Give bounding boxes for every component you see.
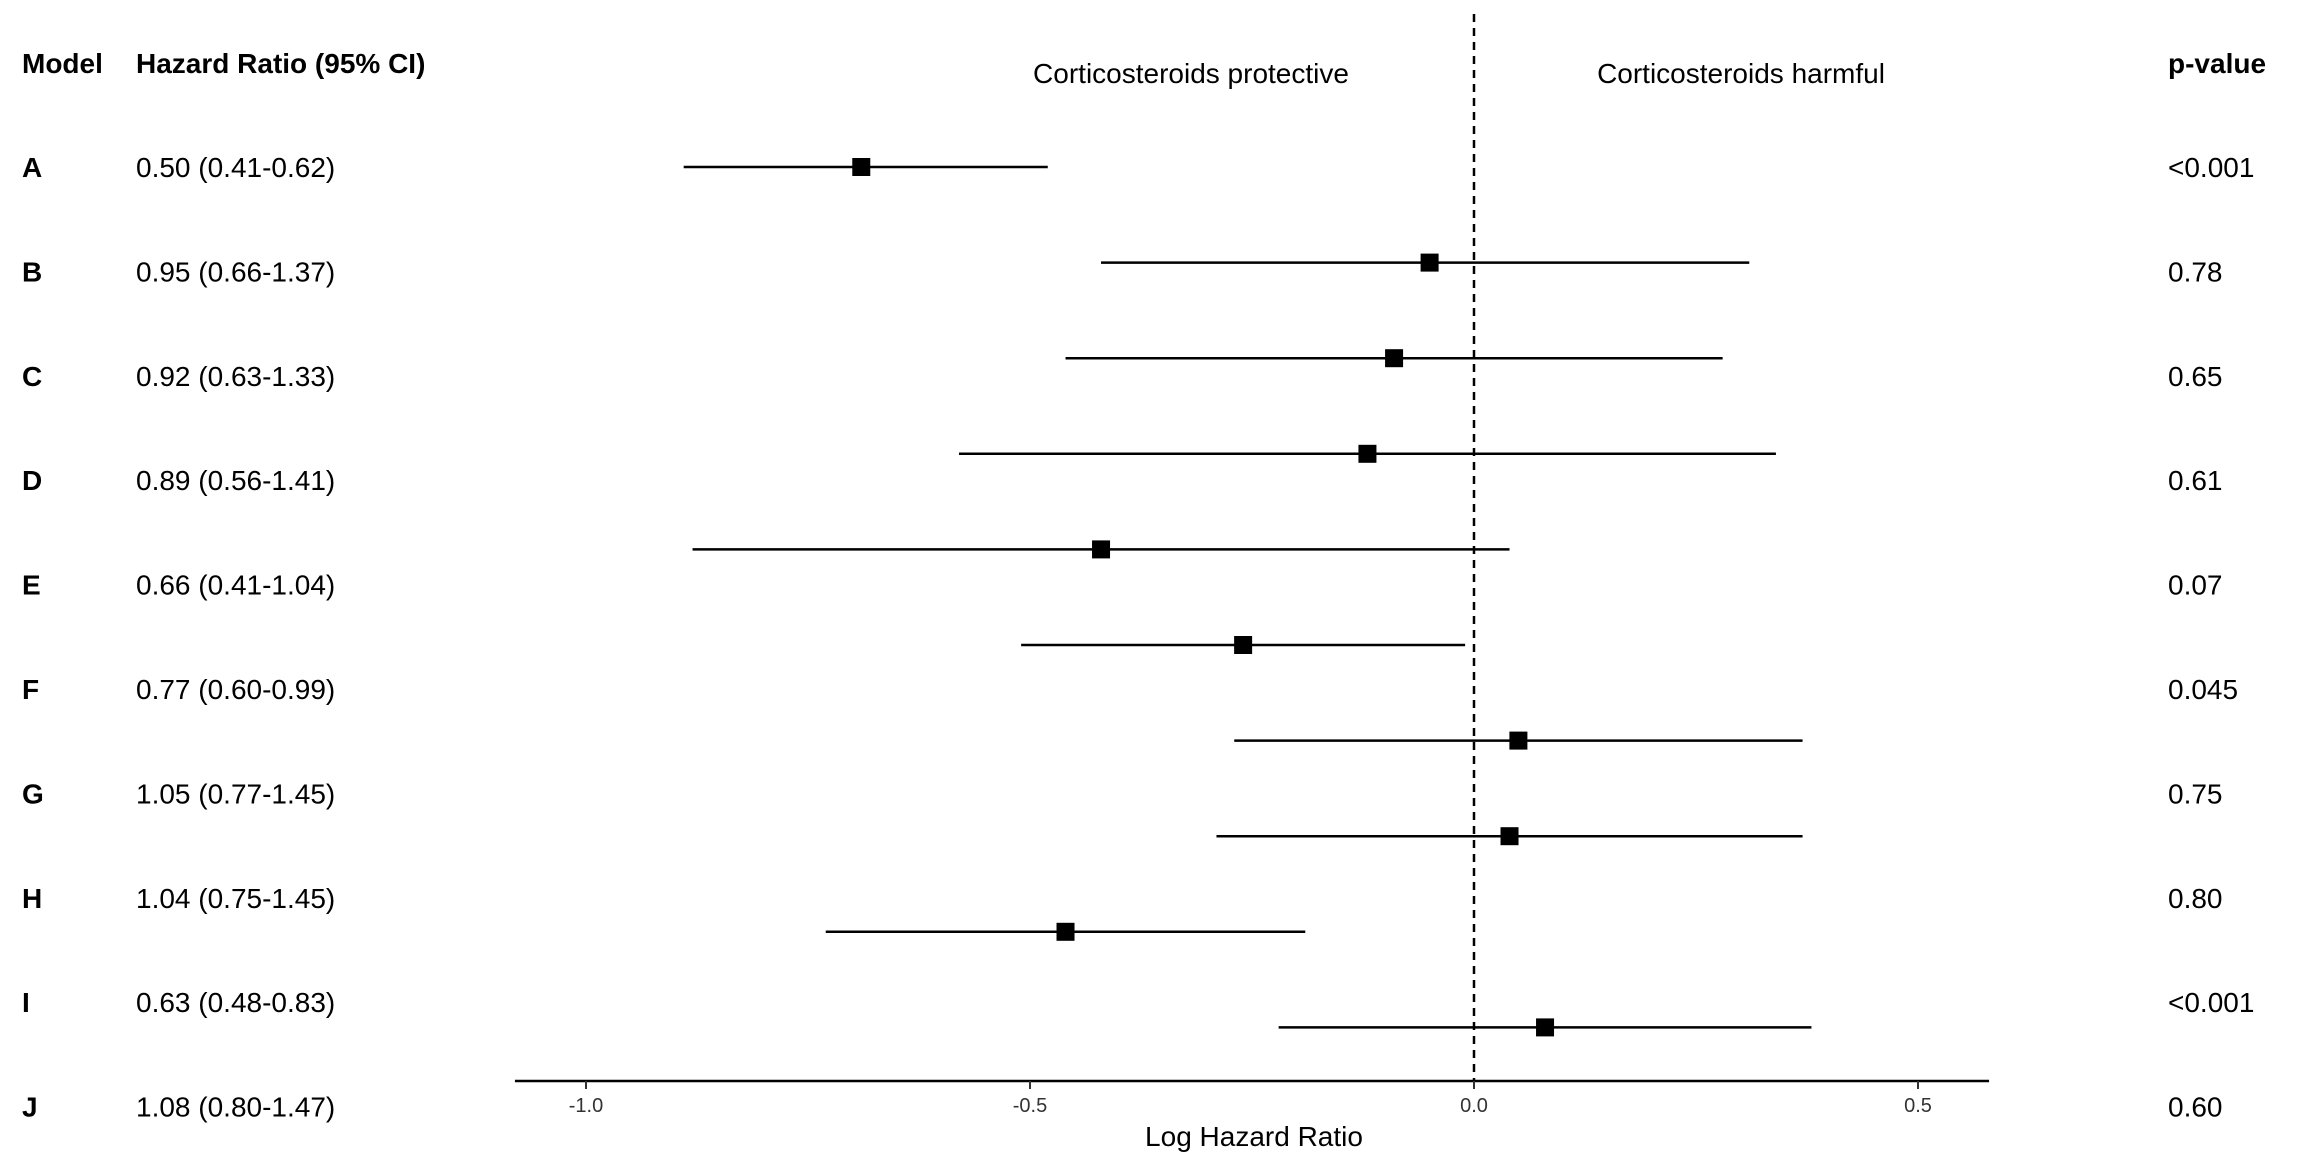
row-model-label: H <box>22 883 42 914</box>
row-hazard-ratio: 1.04 (0.75-1.45) <box>136 883 335 914</box>
row-hazard-ratio: 0.95 (0.66-1.37) <box>136 256 335 287</box>
point-estimate-marker <box>1234 636 1253 654</box>
row-model-label: D <box>22 465 42 496</box>
row-model-label: E <box>22 570 41 601</box>
row-model-label: B <box>22 256 42 287</box>
point-estimate-marker <box>1385 349 1404 368</box>
row-hazard-ratio: 1.05 (0.77-1.45) <box>136 778 335 809</box>
table-rows: A 0.50 (0.41-0.62) <0.001 B 0.95 (0.66-1.37)… <box>22 152 2254 1123</box>
p-value-column-header: p-value <box>2168 48 2266 79</box>
row-p-value: 0.78 <box>2168 256 2223 287</box>
hazard-ratio-column-header: Hazard Ratio (95% CI) <box>136 48 425 79</box>
x-tick-label: -0.5 <box>1013 1095 1047 1117</box>
row-p-value: <0.001 <box>2168 152 2254 183</box>
row-model-label: G <box>22 778 44 809</box>
row-hazard-ratio: 0.50 (0.41-0.62) <box>136 152 335 183</box>
row-model-label: I <box>22 987 30 1018</box>
row-model-label: A <box>22 152 42 183</box>
point-estimate-marker <box>1092 540 1111 559</box>
row-hazard-ratio: 1.08 (0.80-1.47) <box>136 1092 335 1123</box>
row-model-label: C <box>22 361 42 392</box>
x-axis-label: Log Hazard Ratio <box>1145 1121 1363 1152</box>
row-hazard-ratio: 0.63 (0.48-0.83) <box>136 987 335 1018</box>
row-p-value: 0.045 <box>2168 674 2238 705</box>
confidence-intervals <box>683 165 1812 1029</box>
row-p-value: <0.001 <box>2168 987 2254 1018</box>
row-p-value: 0.60 <box>2168 1092 2223 1123</box>
row-hazard-ratio: 0.89 (0.56-1.41) <box>136 465 335 496</box>
point-estimates <box>852 158 1555 1037</box>
row-p-value: 0.65 <box>2168 361 2223 392</box>
direction-label-harmful: Corticosteroids harmful <box>1597 58 1885 89</box>
x-axis-ticks: -1.0 -0.5 0.0 0.5 <box>569 1081 1932 1117</box>
row-model-label: J <box>22 1092 38 1123</box>
point-estimate-marker <box>1500 827 1519 846</box>
point-estimate-marker <box>852 158 871 176</box>
row-model-label: F <box>22 674 39 705</box>
point-estimate-marker <box>1509 731 1528 750</box>
direction-label-protective: Corticosteroids protective <box>1033 58 1349 89</box>
point-estimate-marker <box>1420 253 1439 272</box>
point-estimate-marker <box>1358 444 1377 463</box>
x-tick-label: -1.0 <box>569 1095 603 1117</box>
row-p-value: 0.07 <box>2168 570 2223 601</box>
point-estimate-marker <box>1056 922 1075 941</box>
x-tick-label: 0.5 <box>1904 1095 1932 1117</box>
x-tick-label: 0.0 <box>1460 1095 1488 1117</box>
row-hazard-ratio: 0.92 (0.63-1.33) <box>136 361 335 392</box>
row-p-value: 0.80 <box>2168 883 2223 914</box>
row-p-value: 0.61 <box>2168 465 2223 496</box>
row-p-value: 0.75 <box>2168 778 2223 809</box>
model-column-header: Model <box>22 48 103 79</box>
row-hazard-ratio: 0.77 (0.60-0.99) <box>136 674 335 705</box>
point-estimate-marker <box>1536 1018 1555 1037</box>
row-hazard-ratio: 0.66 (0.41-1.04) <box>136 570 335 601</box>
